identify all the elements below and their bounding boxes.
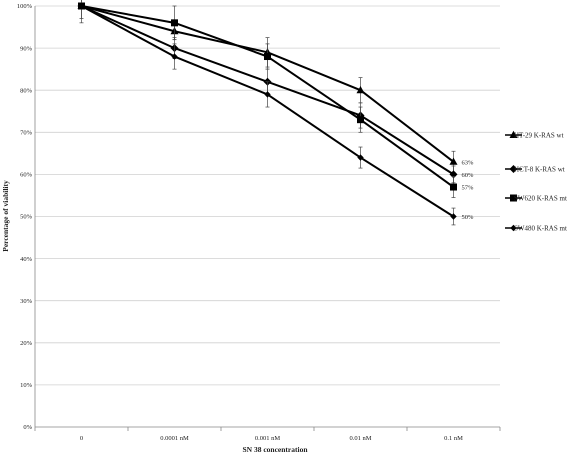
data-point [450,213,457,220]
data-label: 60% [462,172,475,179]
y-tick-label: 0% [23,424,32,431]
legend-label: HCT-8 K-RAS wt [514,166,565,174]
legend-item: SW480 K-RAS mt [505,225,567,233]
x-tick-label: 0 [80,435,83,442]
legend-marker [510,194,517,202]
data-point [357,154,364,161]
legend-item: HCT-8 K-RAS wt [505,165,565,174]
series-0: 63% [77,1,475,173]
x-axis-title: SN 38 concentration [243,445,309,454]
y-tick-label: 50% [20,214,33,221]
y-tick-label: 10% [20,382,33,389]
x-axis-ticks: 0 0.0001 nM 0.001 nM 0.01 nM 0.1 nM [34,427,501,442]
y-tick-label: 30% [20,298,33,305]
y-axis-ticks: 0% 10% 20% 30% 40% 50% 60% 70% 80% 90% 100% [17,3,33,431]
data-point [78,2,85,10]
legend-marker [510,224,517,232]
legend-marker [509,165,518,173]
y-tick-label: 100% [17,3,33,10]
x-tick-label: 0.0001 nM [160,435,189,442]
y-tick-label: 90% [20,45,33,52]
legend-item: HT-29 K-RAS wt [505,130,564,140]
legend: HT-29 K-RAS wt HCT-8 K-RAS wt SW620 K-RAS … [505,130,567,233]
series-3: 50% [78,0,475,226]
data-point [357,116,364,124]
data-label: 57% [462,185,475,192]
data-label: 63% [462,159,475,166]
data-point [264,91,271,98]
data-point [171,19,178,27]
legend-label: HT-29 K-RAS wt [514,132,564,140]
legend-label: SW480 K-RAS mt [514,225,567,233]
series-2: 57% [78,0,474,198]
x-tick-label: 0.001 nM [255,435,281,442]
data-point [450,183,457,191]
data-point [171,53,178,60]
series-layer: 63% 60% 57% 50% [77,0,475,226]
y-tick-label: 40% [20,256,33,263]
data-point [449,157,458,165]
y-tick-label: 60% [20,172,33,179]
data-label: 50% [462,214,475,221]
y-tick-label: 80% [20,87,33,94]
legend-marker [509,130,518,138]
data-point [264,53,271,61]
legend-label: SW620 K-RAS mt [514,195,567,203]
y-axis-title: Percentage of viability [1,180,10,252]
y-tick-label: 70% [20,130,33,137]
legend-item: SW620 K-RAS mt [505,194,567,203]
series-1: 60% [77,2,475,184]
x-tick-label: 0.1 nM [444,435,463,442]
y-tick-label: 20% [20,340,33,347]
data-point [356,86,365,94]
x-tick-label: 0.01 nM [349,435,371,442]
